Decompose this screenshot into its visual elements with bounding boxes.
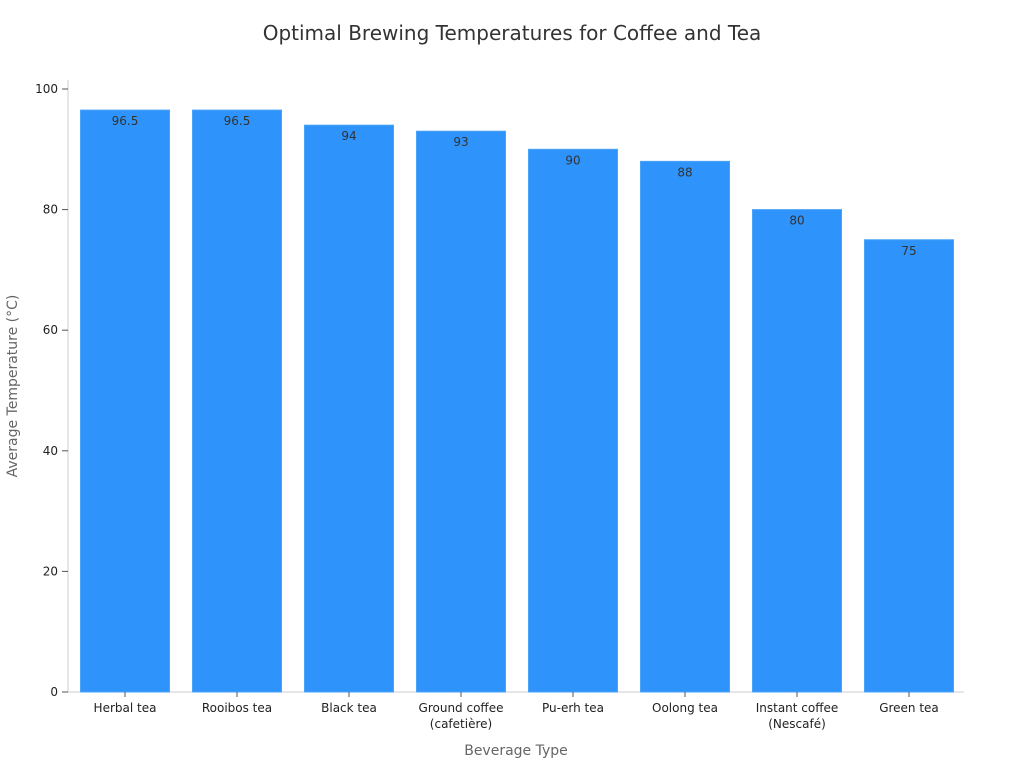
data-label: 80 — [789, 214, 804, 228]
data-label: 94 — [341, 129, 356, 143]
bar — [304, 124, 394, 693]
bars-group — [80, 109, 954, 693]
data-label: 90 — [565, 153, 580, 167]
data-label: 75 — [901, 244, 916, 258]
y-ticks-group: 0 20 40 60 80 100 — [35, 82, 68, 699]
bar — [864, 239, 954, 693]
y-tick-label: 0 — [50, 685, 58, 699]
x-tick-label: Herbal tea — [94, 701, 157, 715]
chart-title: Optimal Brewing Temperatures for Coffee … — [263, 21, 762, 45]
x-axis-title: Beverage Type — [464, 743, 568, 759]
bar — [640, 160, 730, 693]
bar — [752, 209, 842, 693]
y-tick-label: 80 — [43, 203, 58, 217]
data-label: 88 — [677, 165, 692, 179]
data-labels-group: 96.5 96.5 94 93 90 88 80 75 — [112, 114, 917, 258]
data-label: 96.5 — [224, 114, 251, 128]
x-tick-label: Black tea — [321, 701, 377, 715]
x-tick-label: Rooibos tea — [202, 701, 272, 715]
x-tick-label: Green tea — [879, 701, 939, 715]
y-tick-label: 60 — [43, 323, 58, 337]
x-tick-label: (cafetière) — [430, 717, 492, 731]
y-tick-label: 40 — [43, 444, 58, 458]
x-tick-label: Pu-erh tea — [542, 701, 604, 715]
category-labels-group: Herbal tea Rooibos tea Black tea Ground cof… — [94, 692, 939, 731]
bar — [80, 109, 170, 693]
x-tick-label: Oolong tea — [652, 701, 718, 715]
data-label: 96.5 — [112, 114, 139, 128]
x-tick-label: (Nescafé) — [768, 717, 826, 731]
bar — [192, 109, 282, 693]
y-tick-label: 20 — [43, 564, 58, 578]
y-axis-title: Average Temperature (°C) — [5, 295, 21, 478]
x-tick-label: Ground coffee — [419, 701, 504, 715]
bar — [416, 130, 506, 693]
y-tick-label: 100 — [35, 82, 58, 96]
data-label: 93 — [453, 135, 468, 149]
x-tick-label: Instant coffee — [756, 701, 839, 715]
bar — [528, 148, 618, 693]
